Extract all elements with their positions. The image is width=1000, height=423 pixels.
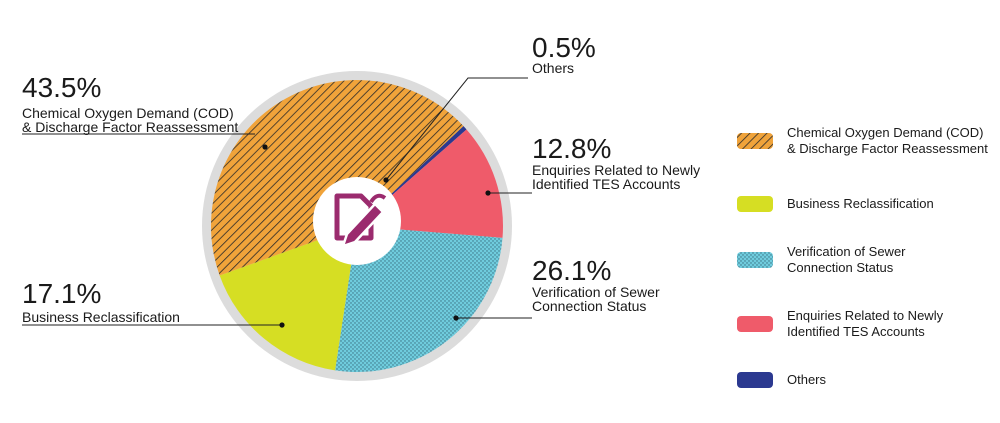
pie-slice-chemical-oxygen-demand-cod-discharge-factor-reassessment: [210, 79, 464, 276]
percent-label-verification-of-sewer-connection-status: 26.1%: [532, 255, 611, 286]
category-label-chemical-oxygen-demand-cod-discharge-factor-reassessment: Chemical Oxygen Demand (COD): [22, 105, 234, 121]
pie-slice-verification-of-sewer-connection-status: [335, 226, 503, 372]
category-label-enquiries-related-to-newly-identified-tes-accounts: Identified TES Accounts: [532, 176, 680, 192]
percent-label-chemical-oxygen-demand-cod-discharge-factor-reassessment: 43.5%: [22, 72, 101, 103]
legend-label-chemical-oxygen-demand-cod-discharge-factor-reassessment: & Discharge Factor Reassessment: [787, 141, 988, 156]
percent-label-business-reclassification: 17.1%: [22, 278, 101, 309]
leader-dot-enquiries-related-to-newly-identified-tes-accounts: [485, 190, 491, 196]
legend-label-enquiries-related-to-newly-identified-tes-accounts: Enquiries Related to Newly: [787, 308, 944, 323]
category-label-verification-of-sewer-connection-status: Connection Status: [532, 298, 646, 314]
percent-label-enquiries-related-to-newly-identified-tes-accounts: 12.8%: [532, 133, 611, 164]
legend-label-verification-of-sewer-connection-status: Connection Status: [787, 260, 894, 275]
pie-slice-business-reclassification: [219, 226, 357, 371]
leader-dot-others: [383, 177, 389, 183]
legend-swatch-chemical-oxygen-demand-cod-discharge-factor-reassessment: [737, 133, 773, 149]
legend-swatch-business-reclassification: [737, 196, 773, 212]
legend-label-business-reclassification: Business Reclassification: [787, 196, 934, 211]
category-label-business-reclassification: Business Reclassification: [22, 309, 180, 325]
leader-line-others: [385, 77, 528, 181]
legend: Chemical Oxygen Demand (COD)& Discharge …: [737, 125, 988, 388]
legend-swatch-enquiries-related-to-newly-identified-tes-accounts: [737, 316, 773, 332]
callout-layer: 43.5% Chemical Oxygen Demand (COD)& Disch…: [22, 32, 700, 328]
legend-label-others: Others: [787, 372, 827, 387]
legend-label-verification-of-sewer-connection-status: Verification of Sewer: [787, 244, 906, 259]
category-label-enquiries-related-to-newly-identified-tes-accounts: Enquiries Related to Newly: [532, 162, 700, 178]
leader-dot-chemical-oxygen-demand-cod-discharge-factor-reassessment: [262, 144, 268, 150]
legend-swatch-others: [737, 372, 773, 388]
category-label-verification-of-sewer-connection-status: Verification of Sewer: [532, 284, 660, 300]
center-circle: [313, 177, 401, 265]
center-badge: [313, 177, 401, 265]
legend-label-enquiries-related-to-newly-identified-tes-accounts: Identified TES Accounts: [787, 324, 925, 339]
legend-label-chemical-oxygen-demand-cod-discharge-factor-reassessment: Chemical Oxygen Demand (COD): [787, 125, 984, 140]
leader-dot-verification-of-sewer-connection-status: [453, 315, 459, 321]
legend-swatch-verification-of-sewer-connection-status: [737, 252, 773, 268]
category-label-chemical-oxygen-demand-cod-discharge-factor-reassessment: & Discharge Factor Reassessment: [22, 119, 238, 135]
edit-document-icon: [334, 193, 387, 248]
leader-dot-business-reclassification: [279, 322, 285, 328]
percent-label-others: 0.5%: [532, 32, 596, 63]
category-label-others: Others: [532, 60, 574, 76]
